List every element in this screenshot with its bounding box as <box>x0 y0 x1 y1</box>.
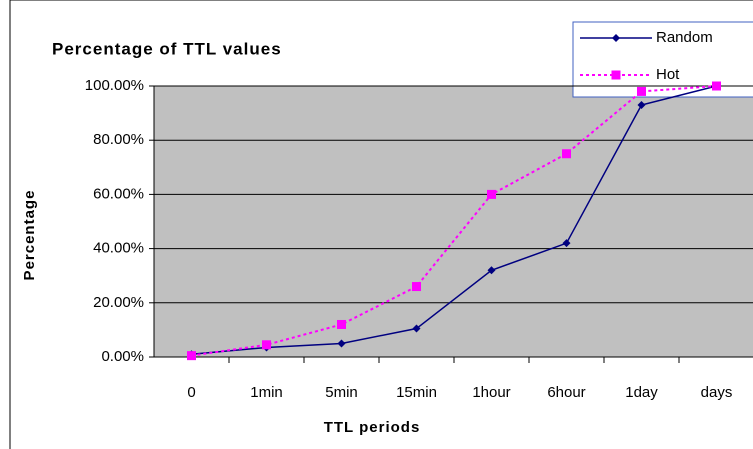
legend-label: Hot <box>656 66 680 83</box>
marker <box>712 81 721 91</box>
marker <box>637 86 646 96</box>
marker <box>412 324 421 333</box>
x-tick-label: 1day <box>625 384 658 401</box>
marker <box>562 239 571 248</box>
chart-title: Percentage of TTL values <box>52 39 282 58</box>
series-line <box>191 85 717 357</box>
plot-area <box>153 85 753 358</box>
y-tick-label: 80.00% <box>93 131 144 148</box>
marker <box>487 189 496 199</box>
marker <box>337 319 346 329</box>
legend-marker <box>612 34 620 42</box>
x-axis-label: TTL periods <box>324 419 421 436</box>
y-tick-label: 100.00% <box>85 77 144 94</box>
legend-label: Random <box>656 29 713 46</box>
y-tick-label: 0.00% <box>101 348 144 365</box>
x-tick-label: 6hour <box>547 384 585 401</box>
x-tick-label: 15min <box>396 384 437 401</box>
y-tick-label: 20.00% <box>93 294 144 311</box>
x-tick-label: 1hour <box>472 384 510 401</box>
legend-marker <box>611 70 621 80</box>
marker <box>487 266 496 275</box>
marker <box>562 149 571 159</box>
legend-box <box>572 21 753 98</box>
marker <box>337 339 346 348</box>
marker <box>412 282 421 292</box>
x-tick-label: 0 <box>187 384 195 401</box>
y-tick-label: 40.00% <box>93 240 144 257</box>
marker <box>187 351 196 361</box>
marker <box>637 100 646 109</box>
x-tick-label: days <box>701 384 733 401</box>
y-tick-label: 60.00% <box>93 185 144 202</box>
y-axis-label: Percentage <box>21 190 38 281</box>
series-line <box>191 85 717 356</box>
x-tick-label: 5min <box>325 384 358 401</box>
x-tick-label: 1min <box>250 384 283 401</box>
marker <box>262 340 271 350</box>
